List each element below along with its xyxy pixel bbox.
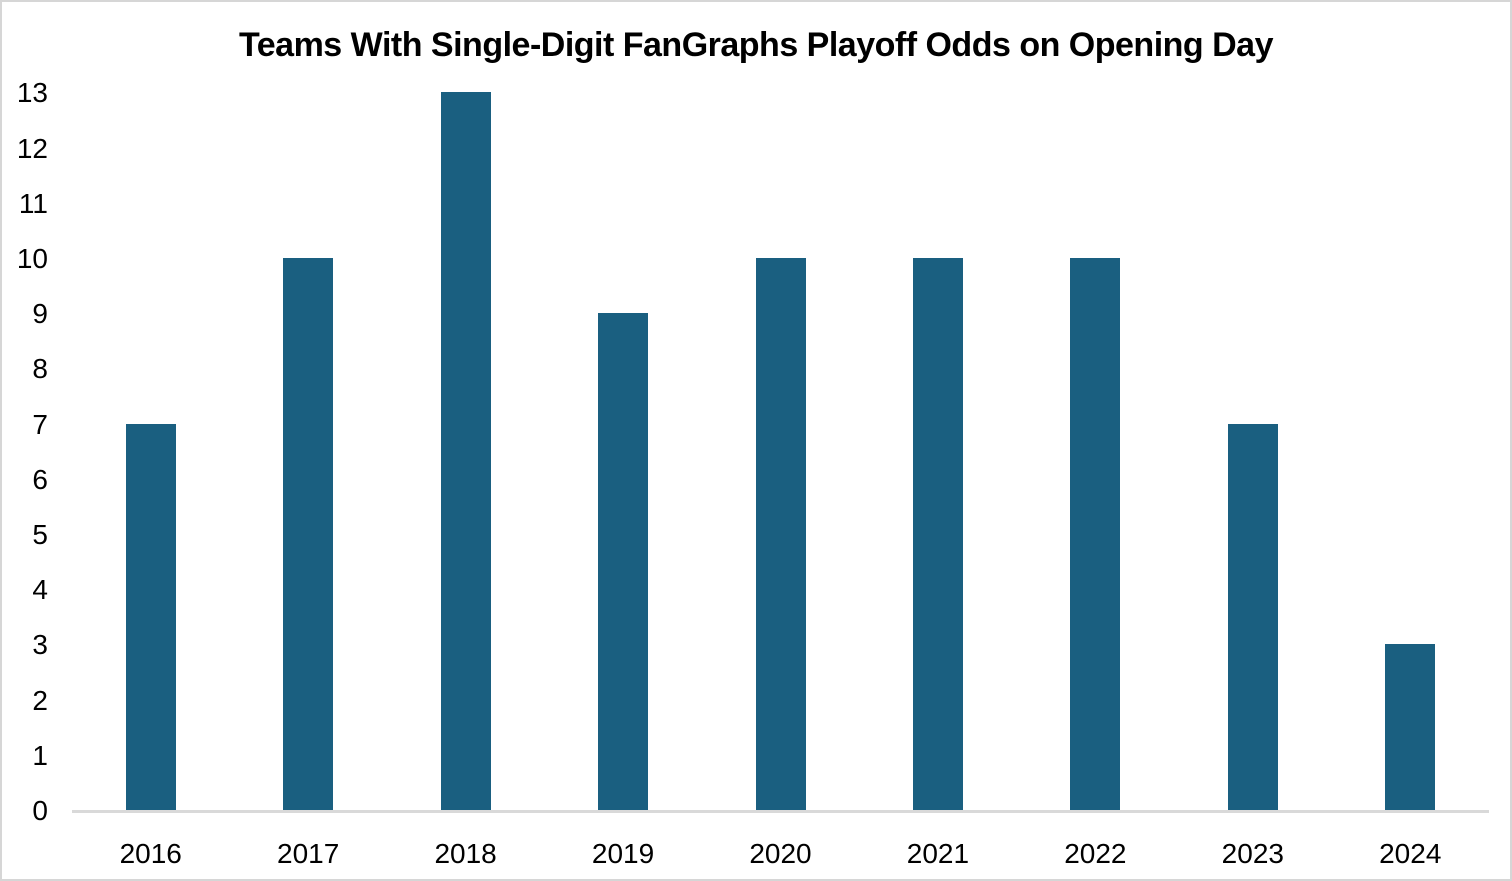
bar-2024 [1385,644,1436,810]
y-tick-label: 8 [32,353,48,385]
y-tick-label: 7 [32,408,48,440]
x-tick-label: 2023 [1221,838,1284,869]
x-tick-label: 2020 [749,838,812,869]
x-tick-label: 2024 [1379,838,1442,869]
y-tick-label: 5 [32,519,48,550]
y-tick-label: 12 [16,132,48,164]
bar-2022 [1070,258,1121,810]
y-tick-label: 0 [32,795,48,826]
y-tick-label: 10 [16,243,48,274]
bar-2023 [1227,423,1278,810]
bar-2020 [755,258,806,810]
bar-2019 [598,313,649,810]
x-tick-label: 2022 [1064,838,1127,869]
x-tick-label: 2019 [591,838,655,869]
y-tick-label: 9 [32,298,48,330]
x-tick-label: 2018 [434,838,497,869]
x-tick-label: 2021 [906,838,970,869]
y-tick-label: 2 [32,684,48,716]
chart-title: Teams With Single-Digit FanGraphs Playof… [239,26,1274,64]
bar-2017 [283,258,334,810]
x-tick-label: 2017 [277,838,340,869]
y-tick-label: 13 [16,77,48,109]
bar-2018 [440,92,491,810]
y-tick-label: 1 [32,739,48,771]
y-tick-label: 3 [32,629,48,661]
x-tick-label: 2016 [119,838,182,869]
bar-2016 [125,423,176,810]
x-axis-line [72,810,1489,813]
y-tick-label: 11 [18,187,48,219]
bar-2021 [912,258,963,810]
y-tick-label: 6 [32,463,48,495]
y-tick-label: 4 [32,574,48,606]
